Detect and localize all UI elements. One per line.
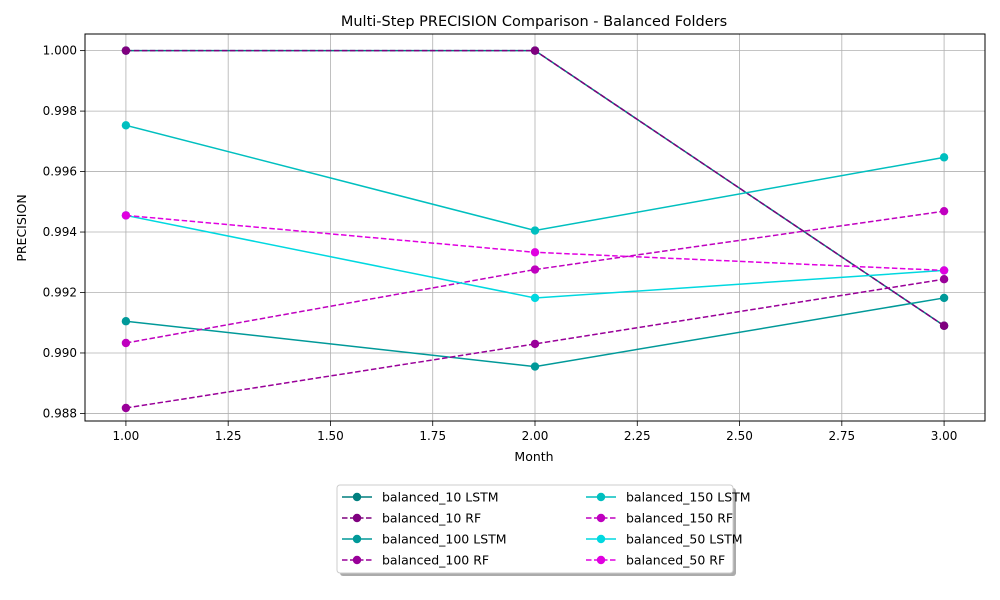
x-tick-label: 2.00 (522, 429, 549, 443)
legend-marker (596, 492, 606, 502)
series-lines (121, 46, 949, 413)
x-tick-label: 2.25 (624, 429, 651, 443)
x-tick-label: 1.25 (215, 429, 242, 443)
legend-item: balanced_50 LSTM (586, 532, 743, 547)
data-point (530, 248, 540, 257)
data-point (530, 265, 540, 274)
legend-label: balanced_100 LSTM (382, 532, 507, 547)
legend-label: balanced_10 LSTM (382, 490, 499, 505)
series-line (125, 210, 945, 344)
chart-title: Multi-Step PRECISION Comparison - Balanc… (341, 14, 727, 30)
y-tick-label: 1.000 (43, 44, 77, 58)
x-tick-label: 2.50 (726, 429, 753, 443)
data-point (530, 339, 540, 349)
legend-marker (352, 513, 362, 523)
data-point (939, 321, 949, 330)
legend-marker (596, 555, 606, 565)
series-balanced_100-rf (121, 275, 949, 413)
series-balanced_150-rf (121, 206, 949, 348)
data-point (530, 362, 540, 371)
y-tick-label: 0.994 (43, 225, 77, 239)
legend-label: balanced_50 LSTM (626, 532, 743, 547)
legend-item: balanced_100 LSTM (342, 532, 507, 547)
data-point (939, 206, 949, 216)
data-point (939, 266, 949, 275)
data-point (121, 317, 131, 326)
data-point (121, 403, 131, 413)
legend-label: balanced_10 RF (382, 511, 481, 526)
data-point (530, 46, 540, 55)
x-tick-label: 2.75 (828, 429, 855, 443)
data-point (121, 46, 131, 55)
legend-marker (352, 534, 362, 544)
legend-item: balanced_150 RF (586, 511, 733, 526)
legend-item: balanced_100 RF (342, 553, 489, 568)
data-point (939, 293, 949, 303)
y-axis-label: PRECISION (14, 194, 29, 261)
legend-label: balanced_150 LSTM (626, 490, 751, 505)
y-tick-label: 0.988 (43, 406, 77, 420)
data-point (121, 121, 131, 130)
series-line (125, 278, 945, 409)
x-axis-ticks: 1.00 1.25 1.50 1.75 2.00 2.25 2.50 2.75 3.00 (113, 421, 958, 443)
data-point (121, 211, 131, 220)
series-balanced_10-rf (121, 46, 949, 330)
y-tick-label: 0.996 (43, 165, 77, 179)
data-point (530, 293, 540, 303)
legend-marker (352, 492, 362, 502)
legend: balanced_10 LSTM balanced_10 RF balanced_1… (336, 484, 751, 576)
legend-label: balanced_100 RF (382, 553, 489, 568)
x-tick-label: 3.00 (931, 429, 958, 443)
legend-item: balanced_10 RF (342, 511, 481, 526)
legend-item: balanced_50 RF (586, 553, 725, 568)
y-tick-label: 0.992 (43, 286, 77, 300)
y-axis-ticks: 0.988 0.990 0.992 0.994 0.996 0.998 1.000 (43, 44, 85, 420)
data-point (121, 338, 131, 348)
legend-label: balanced_150 RF (626, 511, 733, 526)
legend-item: balanced_150 LSTM (586, 490, 751, 505)
series-balanced_150-lstm (121, 121, 949, 235)
legend-marker (596, 534, 606, 544)
x-tick-label: 1.75 (419, 429, 446, 443)
legend-label: balanced_50 RF (626, 553, 725, 568)
series-balanced_50-rf (121, 211, 949, 275)
data-point (530, 226, 540, 235)
x-tick-label: 1.50 (317, 429, 344, 443)
legend-marker (352, 555, 362, 565)
y-tick-label: 0.998 (43, 104, 77, 118)
legend-items: balanced_10 LSTM balanced_10 RF balanced_1… (342, 490, 751, 568)
data-point (939, 153, 949, 162)
series-balanced_100-lstm (121, 293, 949, 371)
legend-marker (596, 513, 606, 523)
x-tick-label: 1.00 (113, 429, 140, 443)
data-point (939, 275, 949, 284)
y-tick-label: 0.990 (43, 346, 77, 360)
legend-box (336, 484, 734, 574)
legend-item: balanced_10 LSTM (342, 490, 499, 505)
x-axis-label: Month (514, 449, 553, 464)
